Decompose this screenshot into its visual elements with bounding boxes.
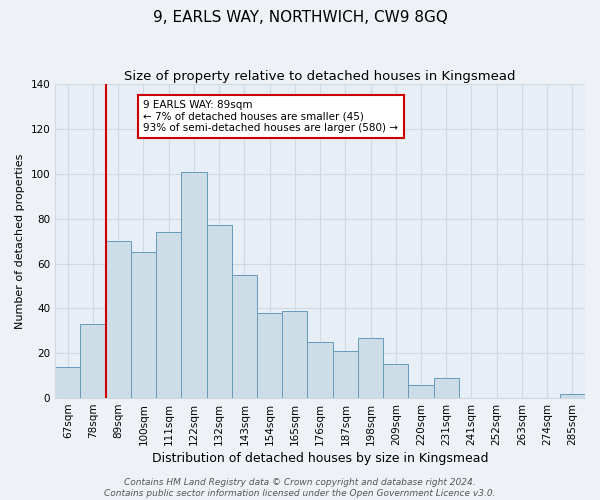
- Bar: [282, 310, 307, 398]
- Bar: [206, 226, 232, 398]
- Bar: [257, 313, 282, 398]
- Bar: [434, 378, 459, 398]
- Bar: [106, 241, 131, 398]
- Bar: [55, 366, 80, 398]
- Bar: [156, 232, 181, 398]
- Bar: [358, 338, 383, 398]
- Text: 9, EARLS WAY, NORTHWICH, CW9 8GQ: 9, EARLS WAY, NORTHWICH, CW9 8GQ: [152, 10, 448, 25]
- Bar: [131, 252, 156, 398]
- X-axis label: Distribution of detached houses by size in Kingsmead: Distribution of detached houses by size …: [152, 452, 488, 465]
- Bar: [307, 342, 332, 398]
- Title: Size of property relative to detached houses in Kingsmead: Size of property relative to detached ho…: [124, 70, 516, 83]
- Bar: [560, 394, 585, 398]
- Bar: [332, 351, 358, 398]
- Text: Contains HM Land Registry data © Crown copyright and database right 2024.
Contai: Contains HM Land Registry data © Crown c…: [104, 478, 496, 498]
- Bar: [232, 275, 257, 398]
- Y-axis label: Number of detached properties: Number of detached properties: [15, 154, 25, 329]
- Text: 9 EARLS WAY: 89sqm
← 7% of detached houses are smaller (45)
93% of semi-detached: 9 EARLS WAY: 89sqm ← 7% of detached hous…: [143, 100, 398, 133]
- Bar: [383, 364, 409, 398]
- Bar: [409, 384, 434, 398]
- Bar: [80, 324, 106, 398]
- Bar: [181, 172, 206, 398]
